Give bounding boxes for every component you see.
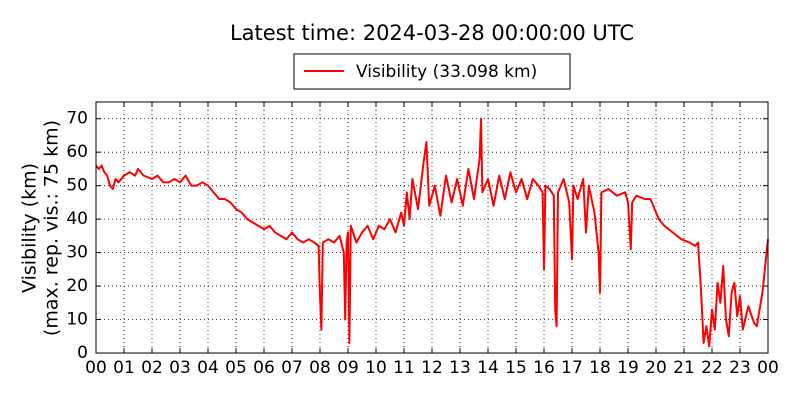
x-tick-label: 15	[505, 358, 527, 378]
y-axis-label: (max. rep. vis.: 75 km)	[41, 120, 63, 336]
x-tick-label: 10	[365, 358, 387, 378]
y-tick-label: 0	[77, 343, 88, 363]
x-tick-label: 05	[225, 358, 247, 378]
x-tick-label: 07	[281, 358, 303, 378]
y-tick-label: 70	[66, 109, 88, 129]
x-tick-label: 21	[673, 358, 695, 378]
plot-frame	[95, 101, 769, 354]
x-tick-label: 16	[533, 358, 555, 378]
x-tick-label: 20	[645, 358, 667, 378]
y-tick-label: 10	[66, 310, 88, 330]
y-tick-label: 30	[66, 243, 88, 263]
legend-box	[293, 53, 571, 90]
y-tick-label: 20	[66, 276, 88, 296]
x-tick-label: 14	[477, 358, 499, 378]
y-tick-label: 40	[66, 209, 88, 229]
x-tick-label: 08	[309, 358, 331, 378]
x-tick-label: 23	[729, 358, 751, 378]
x-tick-label: 11	[393, 358, 415, 378]
x-tick-label: 06	[253, 358, 275, 378]
x-tick-label: 04	[197, 358, 219, 378]
x-tick-label: 00	[757, 358, 779, 378]
x-tick-label: 12	[421, 358, 443, 378]
x-tick-label: 19	[617, 358, 639, 378]
y-axis-label: Visibility (km)	[19, 163, 41, 293]
x-tick-label: 18	[589, 358, 611, 378]
legend-label: Visibility (33.098 km)	[356, 62, 537, 82]
data-line	[95, 117, 769, 348]
y-tick-label: 50	[66, 176, 88, 196]
x-tick-label: 02	[141, 358, 163, 378]
x-tick-label: 09	[337, 358, 359, 378]
y-tick-label: 60	[66, 142, 88, 162]
chart-title: Latest time: 2024-03-28 00:00:00 UTC	[230, 21, 634, 45]
x-tick-label: 17	[561, 358, 583, 378]
x-tick-label: 13	[449, 358, 471, 378]
x-tick-label: 22	[701, 358, 723, 378]
x-tick-label: 00	[85, 358, 107, 378]
x-tick-label: 01	[113, 358, 135, 378]
x-tick-label: 03	[169, 358, 191, 378]
